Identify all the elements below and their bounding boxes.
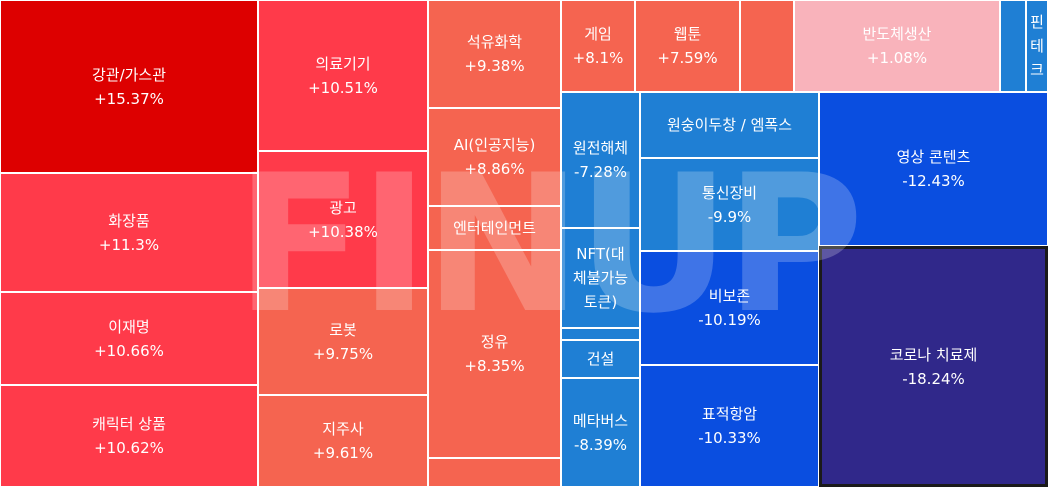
treemap-cell[interactable]: 웹툰 +7.59%	[635, 0, 740, 92]
cell-label: 로봇	[329, 320, 357, 339]
cell-label: 지주사	[322, 420, 364, 438]
cell-label: 캐릭터 상품	[92, 415, 166, 433]
treemap-cell[interactable]: 화장품 +11.3%	[0, 173, 258, 292]
treemap-cell[interactable]: 이재명 +10.66%	[0, 292, 258, 385]
cell-label: 화장품	[108, 211, 150, 230]
treemap-cell[interactable]: NFT(대 체불가능 토큰)	[561, 228, 640, 328]
cell-label: 코로나 치료제	[889, 345, 978, 364]
treemap-cell[interactable]: 원전해체 -7.28%	[561, 92, 640, 228]
cell-label: NFT(대 체불가능 토큰)	[572, 245, 629, 311]
cell-label: 원숭이두창 / 엠폭스	[667, 116, 792, 134]
treemap-cell[interactable]: 의료기기 +10.51%	[258, 0, 428, 151]
cell-change-value: -8.39%	[573, 435, 628, 454]
cell-change-value: +1.08%	[866, 49, 928, 67]
treemap-cell[interactable]: 캐릭터 상품 +10.62%	[0, 385, 258, 487]
treemap-cell[interactable]: 통신장비 -9.9%	[640, 158, 819, 251]
treemap-cell[interactable]: 게임 +8.1%	[561, 0, 635, 92]
cell-label: 반도체생산	[862, 25, 932, 43]
cell-label: 핀 테 크	[1030, 13, 1044, 79]
treemap-cell[interactable]: 엔터테인먼트	[428, 206, 561, 250]
treemap-cell[interactable]: 로봇 +9.75%	[258, 288, 428, 395]
cell-change-value: +10.62%	[94, 439, 164, 457]
cell-label: 의료기기	[315, 54, 371, 73]
cell-change-value: -10.33%	[698, 429, 761, 447]
treemap-cell[interactable]: 지주사 +9.61%	[258, 395, 428, 487]
treemap-cell[interactable]: 강관/가스관 +15.37%	[0, 0, 258, 173]
treemap-cell[interactable]: AI(인공지능) +8.86%	[428, 108, 561, 206]
treemap-cell[interactable]: 메타버스 -8.39%	[561, 378, 640, 487]
cell-change-value: -12.43%	[902, 172, 965, 190]
cell-change-value: +9.38%	[464, 57, 525, 75]
cell-label: 웹툰	[673, 25, 702, 43]
treemap-cell[interactable]: 표적항암 -10.33%	[640, 365, 819, 487]
cell-label: 영상 콘텐츠	[896, 148, 971, 166]
cell-label: 게임	[584, 25, 612, 43]
cell-label: 강관/가스관	[91, 65, 167, 84]
cell-change-value: +10.51%	[308, 78, 378, 97]
cell-label: 표적항암	[701, 405, 758, 423]
treemap-cell[interactable]	[740, 0, 794, 92]
treemap-cell[interactable]: 영상 콘텐츠 -12.43%	[819, 92, 1048, 246]
cell-change-value: +9.75%	[312, 344, 374, 363]
cell-label: 광고	[329, 198, 357, 217]
cell-change-value: +8.1%	[572, 49, 624, 67]
cell-change-value: +9.61%	[312, 444, 374, 462]
treemap-cell[interactable]: 건설	[561, 340, 640, 378]
cell-change-value: +7.59%	[657, 49, 718, 67]
cell-change-value: +10.66%	[94, 341, 164, 360]
treemap-cell[interactable]: 원숭이두창 / 엠폭스	[640, 92, 819, 158]
cell-label: 엔터테인먼트	[453, 219, 536, 237]
cell-label: 이재명	[108, 317, 150, 336]
cell-label: 비보존	[708, 287, 751, 305]
cell-change-value: +11.3%	[98, 235, 160, 254]
cell-change-value: -9.9%	[707, 207, 752, 226]
cell-change-value: -7.28%	[573, 163, 628, 181]
cell-label: 통신장비	[701, 183, 758, 202]
treemap-cell[interactable]	[428, 458, 561, 487]
cell-change-value: +8.86%	[464, 160, 525, 178]
treemap-cell[interactable]	[561, 328, 640, 340]
cell-change-value: +8.35%	[464, 357, 525, 375]
treemap-cell[interactable]	[1000, 0, 1026, 92]
cell-label: 석유화학	[466, 33, 523, 51]
treemap-cell[interactable]: 정유 +8.35%	[428, 250, 561, 458]
treemap-cell[interactable]: 반도체생산 +1.08%	[794, 0, 1000, 92]
cell-label: 원전해체	[572, 139, 629, 157]
cell-label: 메타버스	[572, 411, 629, 430]
cell-change-value: +15.37%	[94, 89, 164, 108]
cell-change-value: -10.19%	[698, 311, 761, 329]
treemap-cell[interactable]: 광고 +10.38%	[258, 151, 428, 288]
cell-label: AI(인공지능)	[453, 136, 536, 154]
cell-change-value: -18.24%	[902, 369, 965, 388]
treemap-cell[interactable]: 핀 테 크	[1026, 0, 1048, 92]
treemap-cell[interactable]: 코로나 치료제 -18.24%	[819, 246, 1048, 487]
treemap-cell[interactable]: 비보존 -10.19%	[640, 251, 819, 365]
cell-label: 건설	[586, 350, 615, 368]
cell-change-value: +10.38%	[308, 222, 378, 241]
treemap-cell[interactable]: 석유화학 +9.38%	[428, 0, 561, 108]
cell-label: 정유	[480, 333, 509, 351]
